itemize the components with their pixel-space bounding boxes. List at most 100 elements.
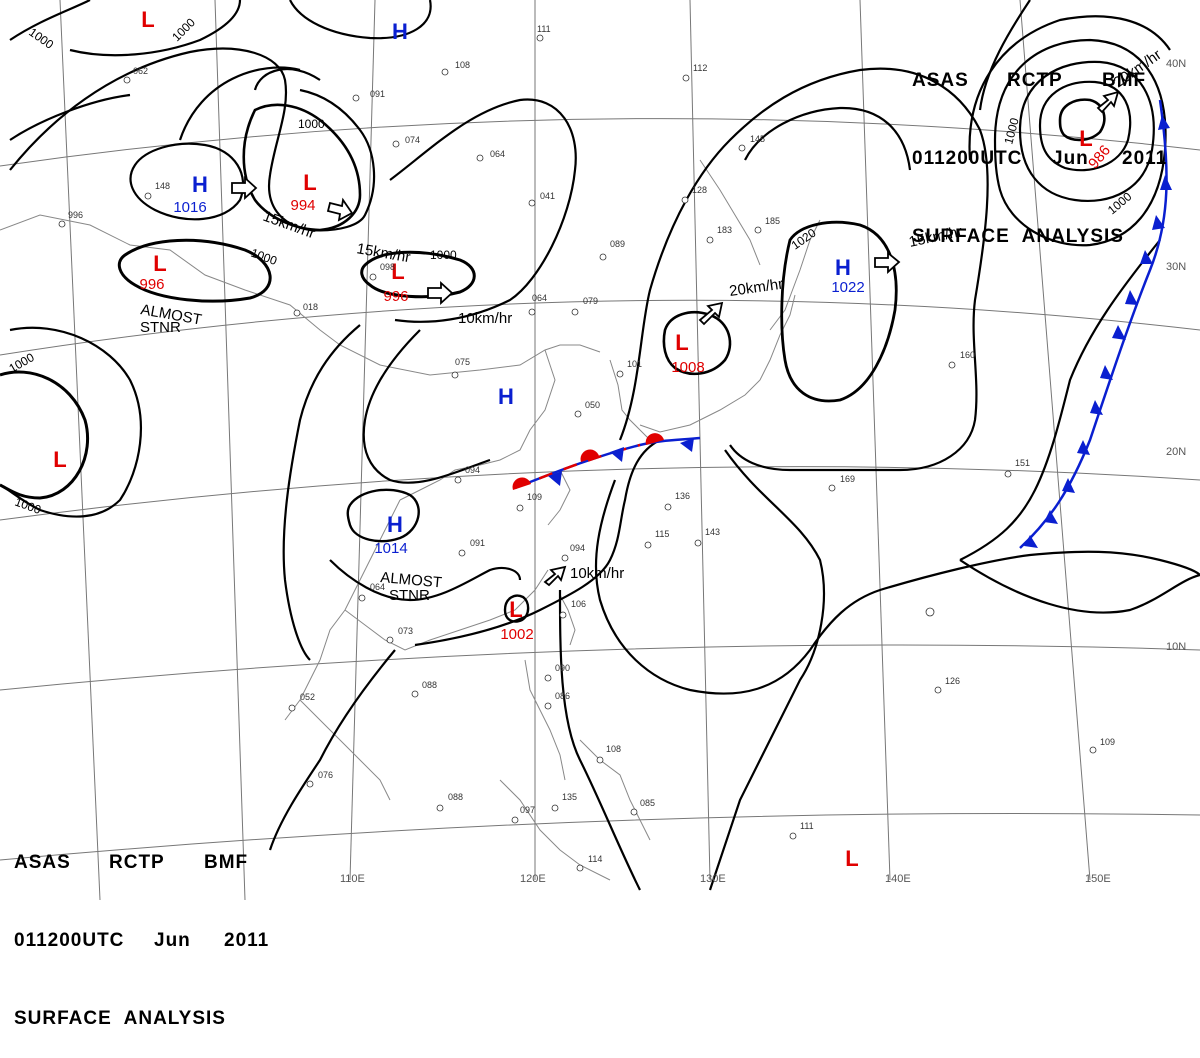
coastlines xyxy=(0,159,821,881)
station-value: 111 xyxy=(800,821,814,831)
station-value: 050 xyxy=(585,400,600,410)
station-value: 064 xyxy=(370,582,385,592)
high-center: H xyxy=(387,512,403,537)
station-value: 094 xyxy=(465,465,480,475)
low-center: L xyxy=(675,330,688,355)
high-center: H xyxy=(498,384,514,409)
station-value: 108 xyxy=(606,744,621,754)
station-value: 064 xyxy=(490,149,505,159)
header-month: Jun xyxy=(1052,148,1089,169)
low-center: L xyxy=(391,259,404,284)
header-month: Jun xyxy=(154,930,191,951)
header-line-2: 011200UTC Jun 2011 xyxy=(912,146,1167,172)
station-value: 183 xyxy=(717,225,732,235)
low-pressure-value: 1008 xyxy=(671,359,704,376)
high-pressure-value: 1014 xyxy=(374,540,407,557)
station-value: 075 xyxy=(455,357,470,367)
header-line-1: ASAS RCTP BMF xyxy=(14,850,269,876)
station-value: 108 xyxy=(455,60,470,70)
station-observations: 111 108 091 074 064 041 089 079 064 018 … xyxy=(58,24,1115,872)
header-product-code: BMF xyxy=(1102,70,1147,91)
stationary-front xyxy=(512,433,701,490)
station-value: 079 xyxy=(583,296,598,306)
note-line: STNR xyxy=(389,587,430,604)
low-center: L xyxy=(53,447,66,472)
longitude-label: 130E xyxy=(700,873,726,885)
station-value: 126 xyxy=(945,676,960,686)
station-value: 052 xyxy=(300,692,315,702)
station-value: 151 xyxy=(1015,458,1030,468)
isobar-label: 1000 xyxy=(430,248,457,262)
station-value: 091 xyxy=(470,538,485,548)
station-value: 086 xyxy=(555,691,570,701)
station-value: 089 xyxy=(610,239,625,249)
header-time: 011200UTC xyxy=(14,930,125,951)
station-value: 185 xyxy=(765,216,780,226)
latitude-label: 40N xyxy=(1166,58,1186,70)
cold-front xyxy=(1019,99,1172,549)
isobar-label: 1000 xyxy=(298,117,325,131)
longitude-label: 110E xyxy=(340,873,365,885)
isobars xyxy=(0,0,1200,891)
header-line-3: SURFACE ANALYSIS xyxy=(912,226,1124,247)
graticule xyxy=(0,0,1200,900)
header-center-code: ASAS xyxy=(912,70,969,91)
high-center: H xyxy=(392,19,408,44)
station-value: 109 xyxy=(1100,737,1115,747)
low-pressure-value: 996 xyxy=(383,288,408,305)
high-pressure-value: 1022 xyxy=(831,279,864,296)
low-pressure-value: 994 xyxy=(290,197,315,214)
speed-label: 10km/hr xyxy=(458,310,512,327)
station-value: 094 xyxy=(570,543,585,553)
station-value: 111 xyxy=(537,24,551,34)
longitude-label: 120E xyxy=(520,873,546,885)
header-station-code: RCTP xyxy=(109,852,165,873)
header-year: 2011 xyxy=(1122,148,1168,169)
header-line-1: ASAS RCTP BMF xyxy=(912,68,1167,94)
station-value: 091 xyxy=(370,89,385,99)
station-value: 098 xyxy=(380,262,395,272)
isobar-label: 1000 xyxy=(1001,116,1022,146)
longitude-label: 140E xyxy=(885,873,911,885)
station-value: 085 xyxy=(640,798,655,808)
low-center: L xyxy=(509,597,522,622)
longitude-label: 150E xyxy=(1085,873,1111,885)
station-value: 112 xyxy=(693,63,707,73)
header-time: 011200UTC xyxy=(912,148,1023,169)
low-center: L xyxy=(141,7,154,32)
station-value: 073 xyxy=(398,626,413,636)
latitude-label: 20N xyxy=(1166,446,1186,458)
note-line: STNR xyxy=(140,319,181,336)
station-value: 088 xyxy=(448,792,463,802)
station-value: 169 xyxy=(840,474,855,484)
header-year: 2011 xyxy=(224,930,270,951)
station-value: 135 xyxy=(562,792,577,802)
low-center: L xyxy=(303,170,316,195)
note-line: ALMOST xyxy=(380,569,443,591)
station-value: 160 xyxy=(960,350,975,360)
header-product-code: BMF xyxy=(204,852,249,873)
station-value: 136 xyxy=(675,491,690,501)
station-value: 018 xyxy=(303,302,318,312)
low-center: L xyxy=(845,846,858,871)
header-line-3: SURFACE ANALYSIS xyxy=(14,1008,226,1029)
low-pressure-value: 1002 xyxy=(500,626,533,643)
station-value: 128 xyxy=(692,185,707,195)
latitude-label: 30N xyxy=(1166,261,1186,273)
low-center: L xyxy=(1079,126,1092,151)
pressure-centers: L H H 1016 L 994 L 996 L 996 H 1022 L 10… xyxy=(53,7,1114,871)
speed-label: 10km/hr xyxy=(570,565,624,582)
station-value: 076 xyxy=(318,770,333,780)
station-value: 114 xyxy=(588,854,602,864)
station-value: 097 xyxy=(520,805,535,815)
station-value: 143 xyxy=(705,527,720,537)
station-value: 074 xyxy=(405,135,420,145)
map-header-bottom: ASAS RCTP BMF 011200UTC Jun 2011 SURFACE ANA… xyxy=(14,798,269,1058)
high-center: H xyxy=(835,255,851,280)
station-value: 148 xyxy=(155,181,170,191)
low-pressure-value: 996 xyxy=(139,276,164,293)
map-header-top: ASAS RCTP BMF 011200UTC Jun 2011 SURFACE ANA… xyxy=(912,16,1167,276)
station-value: 064 xyxy=(532,293,547,303)
station-value: 062 xyxy=(133,66,148,76)
movement-arrows xyxy=(231,90,1120,587)
